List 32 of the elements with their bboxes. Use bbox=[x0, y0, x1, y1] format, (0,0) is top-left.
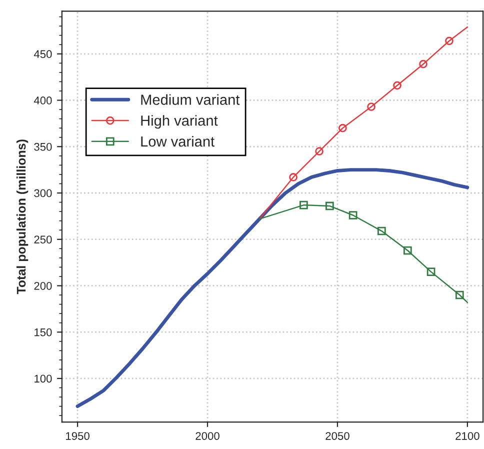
y-tick-label: 200 bbox=[34, 282, 52, 290]
point bbox=[419, 60, 428, 68]
x-tick-label: 2000 bbox=[196, 432, 220, 440]
point bbox=[348, 211, 358, 220]
y-tick-label: 150 bbox=[34, 328, 52, 336]
point bbox=[445, 36, 454, 46]
y-tick-label: 250 bbox=[34, 236, 52, 244]
x-tick-label: 2050 bbox=[326, 432, 350, 440]
point bbox=[300, 200, 308, 210]
point bbox=[403, 246, 412, 255]
legend-label: Medium variant bbox=[141, 94, 240, 105]
y-axis-title: Total population (millions) bbox=[16, 140, 28, 294]
x-tick-label: 2100 bbox=[456, 432, 480, 440]
point bbox=[289, 173, 298, 182]
y-tick-label: 100 bbox=[34, 374, 52, 383]
point bbox=[426, 268, 436, 276]
point bbox=[367, 102, 376, 111]
point bbox=[326, 202, 334, 210]
point bbox=[338, 124, 347, 132]
line-series bbox=[76, 168, 470, 408]
legend-label: High variant bbox=[141, 115, 218, 129]
y-tick-label: 450 bbox=[34, 50, 52, 58]
line-series bbox=[258, 26, 468, 220]
legend-label: Low variant bbox=[141, 136, 215, 147]
x-tick-label: 1950 bbox=[66, 432, 90, 440]
y-tick-label: 300 bbox=[34, 189, 52, 198]
y-tick-label: 400 bbox=[34, 96, 52, 104]
point bbox=[315, 147, 324, 156]
y-tick-label: 350 bbox=[34, 142, 52, 151]
point bbox=[377, 226, 386, 236]
point bbox=[393, 81, 402, 90]
point bbox=[455, 290, 464, 300]
